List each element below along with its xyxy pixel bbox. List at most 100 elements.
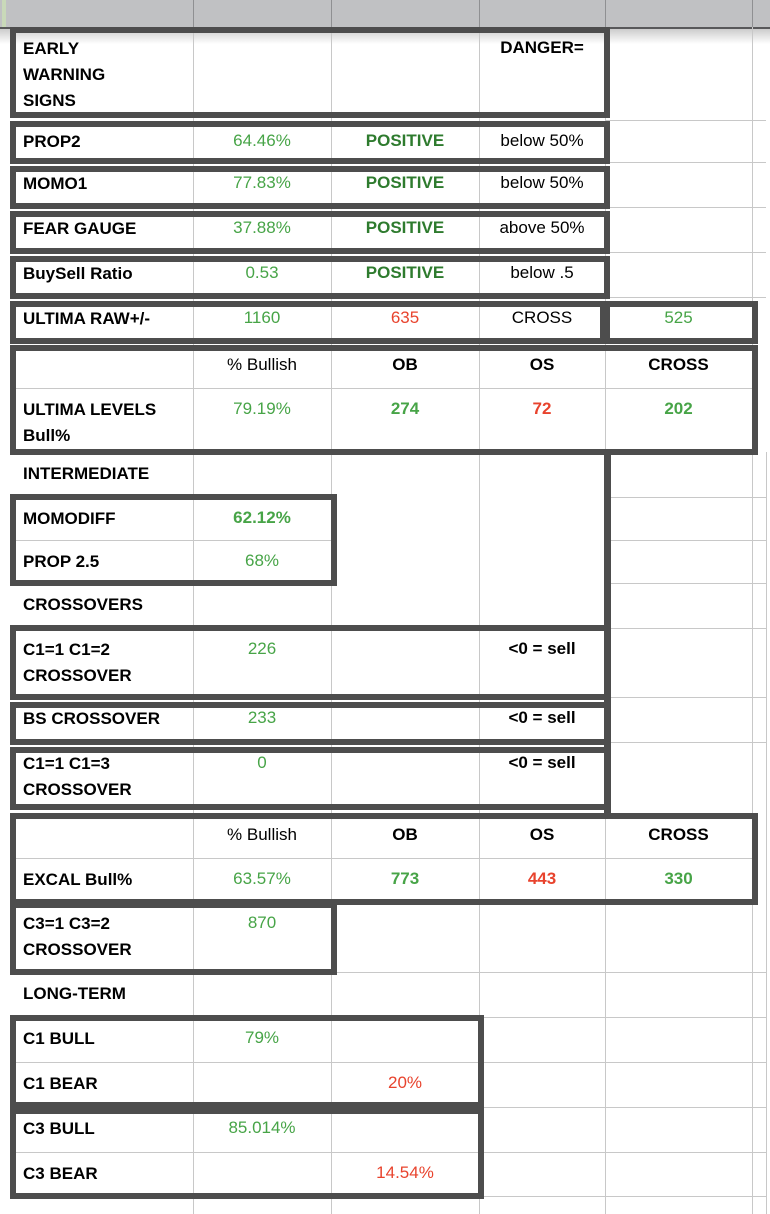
cell-early-warning-label[interactable]: EARLY WARNING SIGNS — [23, 39, 106, 110]
cell-levels-header-pct[interactable]: % Bullish — [227, 355, 297, 374]
cell-ultima-levels-label[interactable]: ULTIMA LEVELS Bull% — [23, 400, 157, 445]
cell-prop2-threshold[interactable]: below 50% — [500, 131, 584, 150]
cell-ultima-levels-ob[interactable]: 274 — [390, 399, 420, 418]
table-row: C3 BULL 85.014% — [0, 1107, 770, 1152]
cell-momo1-status[interactable]: POSITIVE — [365, 173, 445, 192]
cell-excal-cross[interactable]: 330 — [664, 869, 693, 888]
cell-crossovers-label[interactable]: CROSSOVERS — [23, 595, 143, 614]
cell-excal-pct[interactable]: 63.57% — [233, 869, 291, 888]
cell-prop2-value[interactable]: 64.46% — [233, 131, 291, 150]
group-border-bs — [10, 702, 610, 745]
cell-momo1-label[interactable]: MOMO1 — [23, 174, 88, 193]
gridline — [605, 207, 766, 208]
cell-excal-label[interactable]: EXCAL Bull% — [23, 870, 133, 889]
cell-excal-os[interactable]: 443 — [527, 869, 557, 888]
cell-levels-header-cross[interactable]: CROSS — [648, 355, 709, 374]
cell-ultima-raw-cross-label[interactable]: CROSS — [511, 308, 573, 327]
cell-momodiff-label[interactable]: MOMODIFF — [23, 509, 116, 528]
cell-buysell-label[interactable]: BuySell Ratio — [23, 264, 133, 283]
cell-fear-gauge-value[interactable]: 37.88% — [233, 218, 291, 237]
gridline — [10, 388, 755, 389]
cell-c3bull-value[interactable]: 85.014% — [228, 1118, 296, 1137]
cell-fear-gauge-status[interactable]: POSITIVE — [365, 218, 445, 237]
cell-prop25-label[interactable]: PROP 2.5 — [23, 552, 100, 571]
cell-ultima-raw-label[interactable]: ULTIMA RAW+/- — [23, 309, 151, 328]
gridline — [10, 1062, 481, 1063]
cell-longterm-label[interactable]: LONG-TERM — [23, 984, 126, 1003]
column-separator[interactable] — [331, 0, 332, 27]
cell-ultima-raw-plus[interactable]: 1160 — [243, 308, 281, 327]
cell-levels-header-os[interactable]: OS — [529, 355, 555, 374]
column-header-bar[interactable] — [0, 0, 770, 29]
gridline-vertical — [331, 27, 332, 1214]
cell-c3bull-label[interactable]: C3 BULL — [23, 1119, 95, 1138]
cell-c1bull-label[interactable]: C1 BULL — [23, 1029, 95, 1048]
column-separator[interactable] — [479, 0, 480, 27]
cell-ultima-raw-cross-value[interactable]: 525 — [664, 308, 693, 327]
cell-intermediate-label[interactable]: INTERMEDIATE — [23, 464, 150, 483]
cell-c3c2-value[interactable]: 870 — [247, 913, 277, 932]
cell-buysell-threshold[interactable]: below .5 — [510, 263, 574, 282]
table-row: C1 BEAR 20% — [0, 1062, 770, 1107]
cell-ultima-raw-minus[interactable]: 635 — [390, 308, 420, 327]
gridline — [337, 972, 766, 973]
cell-c1bear-label[interactable]: C1 BEAR — [23, 1074, 98, 1093]
table-row: C1=1 C1=2 CROSSOVER 226 <0 = sell — [0, 628, 770, 697]
gridline-vertical — [752, 27, 753, 1214]
table-row: ULTIMA LEVELS Bull% 79.19% 274 72 202 — [0, 388, 770, 452]
cell-c1c2-label[interactable]: C1=1 C1=2 CROSSOVER — [23, 640, 132, 685]
gridline — [605, 583, 766, 584]
cell-levels-header-ob[interactable]: OB — [392, 355, 418, 374]
table-row: EARLY WARNING SIGNS DANGER= — [0, 27, 770, 120]
table-row: EXCAL Bull% 63.57% 773 443 330 — [0, 858, 770, 902]
cell-c3c2-label[interactable]: C3=1 C3=2 CROSSOVER — [23, 914, 132, 959]
cell-prop25-value[interactable]: 68% — [244, 551, 280, 570]
cell-momo1-value[interactable]: 77.83% — [233, 173, 291, 192]
cell-prop2-label[interactable]: PROP2 — [23, 132, 81, 151]
cell-excal-ob[interactable]: 773 — [390, 869, 420, 888]
cell-prop2-status[interactable]: POSITIVE — [365, 131, 445, 150]
cell-c1c2-rule[interactable]: <0 = sell — [508, 639, 576, 658]
cell-buysell-value[interactable]: 0.53 — [245, 263, 279, 282]
table-row: MOMODIFF 62.12% — [0, 497, 770, 540]
cell-c3bear-value[interactable]: 14.54% — [376, 1163, 434, 1182]
table-row: C3=1 C3=2 CROSSOVER 870 — [0, 902, 770, 972]
table-row: C3 BEAR 14.54% — [0, 1152, 770, 1196]
gridline — [484, 1107, 766, 1108]
cell-c1bull-value[interactable]: 79% — [244, 1028, 280, 1047]
gridline — [484, 1152, 766, 1153]
cell-excal-header-cross[interactable]: CROSS — [648, 825, 709, 844]
cell-ultima-levels-os[interactable]: 72 — [532, 399, 552, 418]
cell-momo1-threshold[interactable]: below 50% — [500, 173, 584, 192]
cell-buysell-status[interactable]: POSITIVE — [365, 263, 445, 282]
cell-bs-rule[interactable]: <0 = sell — [508, 708, 576, 727]
column-separator[interactable] — [605, 0, 606, 27]
cell-c1bear-value[interactable]: 20% — [387, 1073, 423, 1092]
cell-ultima-levels-pct[interactable]: 79.19% — [233, 399, 291, 418]
cell-fear-gauge-label[interactable]: FEAR GAUGE — [23, 219, 137, 238]
column-separator[interactable] — [752, 0, 753, 27]
table-row: % Bullish OB OS CROSS — [0, 812, 770, 858]
cell-c3bear-label[interactable]: C3 BEAR — [23, 1164, 98, 1183]
cell-excal-header-os[interactable]: OS — [529, 825, 555, 844]
cell-c1c3-value[interactable]: 0 — [257, 753, 267, 772]
cell-c1c3-label[interactable]: C1=1 C1=3 CROSSOVER — [23, 754, 132, 799]
cell-ultima-levels-cross[interactable]: 202 — [664, 399, 693, 418]
cell-fear-gauge-threshold[interactable]: above 50% — [499, 218, 585, 237]
gridline — [484, 1017, 766, 1018]
gridline — [605, 628, 766, 629]
group-border-fear-gauge — [10, 211, 610, 254]
gridline — [10, 1152, 481, 1153]
cell-excal-header-pct[interactable]: % Bullish — [227, 825, 297, 844]
cell-bs-label[interactable]: BS CROSSOVER — [23, 709, 160, 728]
cell-momodiff-value[interactable]: 62.12% — [233, 508, 291, 527]
group-border-ultima-raw — [10, 301, 610, 344]
cell-bs-value[interactable]: 233 — [247, 708, 277, 727]
cell-danger-label[interactable]: DANGER= — [500, 38, 584, 57]
group-border-ultima-levels — [10, 345, 758, 455]
cell-c1c2-value[interactable]: 226 — [247, 639, 277, 658]
cell-excal-header-ob[interactable]: OB — [392, 825, 418, 844]
column-separator[interactable] — [193, 0, 194, 27]
cell-c1c3-rule[interactable]: <0 = sell — [508, 753, 576, 772]
table-row: % Bullish OB OS CROSS — [0, 342, 770, 388]
